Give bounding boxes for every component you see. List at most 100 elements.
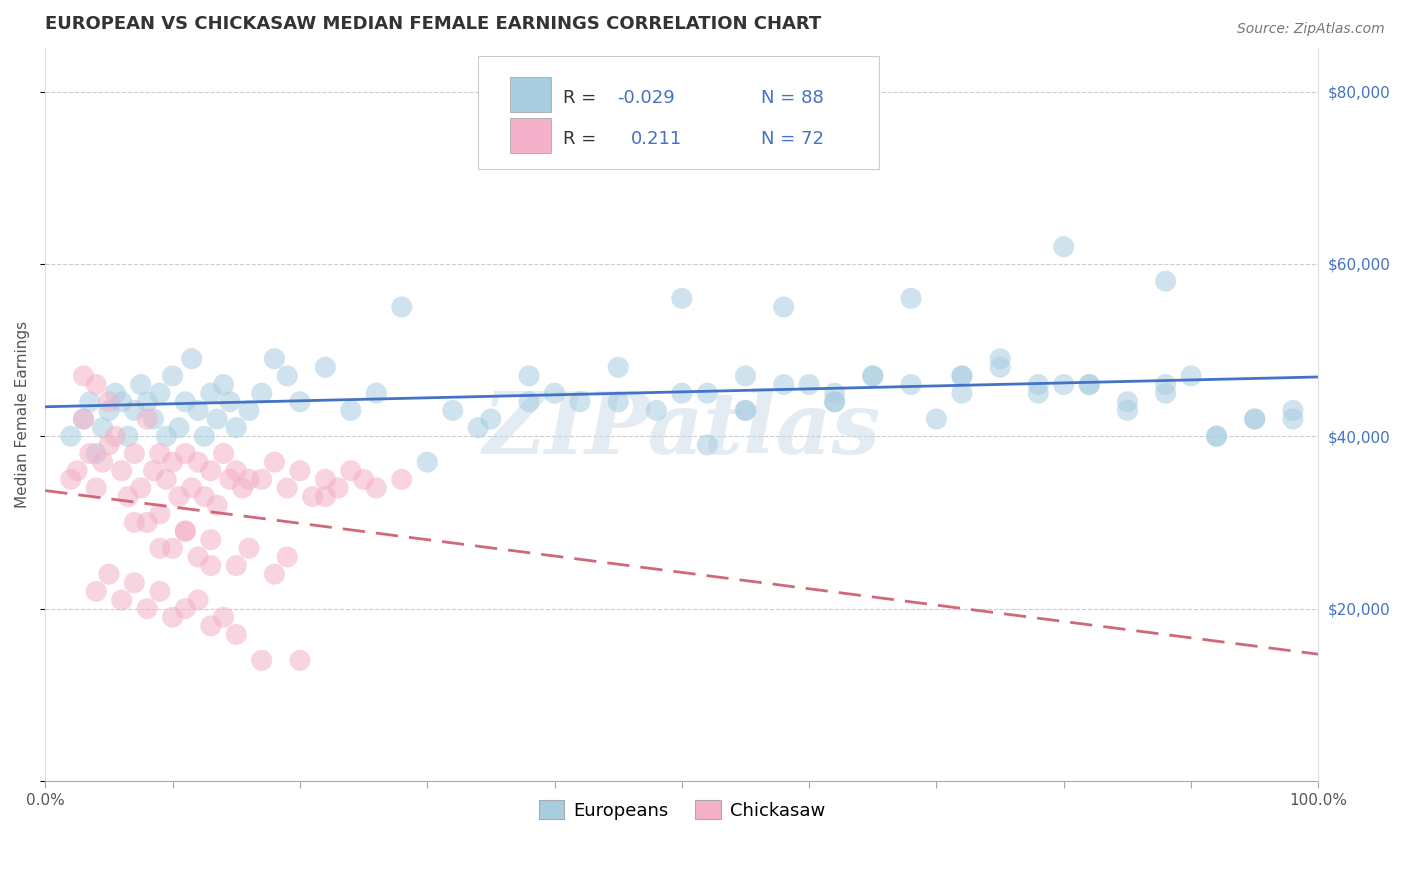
Point	[212, 377, 235, 392]
Point	[212, 446, 235, 460]
Point	[180, 481, 202, 495]
Point	[149, 584, 172, 599]
Point	[1282, 403, 1305, 417]
Point	[162, 541, 184, 556]
Point	[136, 516, 159, 530]
Point	[72, 412, 94, 426]
Point	[162, 610, 184, 624]
Point	[734, 403, 756, 417]
Point	[607, 394, 630, 409]
Point	[950, 368, 973, 383]
Point	[97, 403, 120, 417]
Point	[314, 490, 336, 504]
Point	[366, 481, 388, 495]
Point	[155, 429, 177, 443]
Point	[340, 464, 363, 478]
Point	[250, 386, 273, 401]
Point	[79, 394, 101, 409]
Text: -0.029: -0.029	[617, 88, 675, 106]
Point	[696, 438, 718, 452]
Point	[862, 368, 884, 383]
Point	[142, 412, 165, 426]
Point	[124, 516, 146, 530]
Point	[187, 403, 209, 417]
Point	[149, 507, 172, 521]
Point	[162, 368, 184, 383]
Point	[149, 541, 172, 556]
Point	[174, 394, 197, 409]
Point	[276, 549, 298, 564]
Text: Source: ZipAtlas.com: Source: ZipAtlas.com	[1237, 22, 1385, 37]
Point	[136, 601, 159, 615]
Point	[326, 481, 349, 495]
Point	[288, 464, 311, 478]
Point	[1282, 412, 1305, 426]
Point	[187, 455, 209, 469]
Text: N = 72: N = 72	[761, 129, 824, 147]
Point	[1243, 412, 1265, 426]
Point	[314, 360, 336, 375]
Point	[696, 386, 718, 401]
Point	[218, 394, 240, 409]
Point	[772, 377, 794, 392]
Point	[288, 653, 311, 667]
Point	[517, 394, 540, 409]
Point	[66, 464, 89, 478]
Text: 0.211: 0.211	[631, 129, 682, 147]
Text: N = 88: N = 88	[761, 88, 824, 106]
Point	[72, 368, 94, 383]
Point	[124, 446, 146, 460]
Legend: Europeans, Chickasaw: Europeans, Chickasaw	[531, 793, 832, 827]
Point	[467, 420, 489, 434]
Point	[84, 446, 107, 460]
Point	[276, 368, 298, 383]
Point	[104, 429, 127, 443]
Point	[645, 403, 668, 417]
Point	[543, 386, 565, 401]
Point	[824, 394, 846, 409]
Point	[263, 455, 285, 469]
Point	[1053, 240, 1076, 254]
Point	[1154, 274, 1177, 288]
Point	[84, 584, 107, 599]
Point	[1243, 412, 1265, 426]
Point	[340, 403, 363, 417]
Point	[900, 291, 922, 305]
Point	[200, 619, 222, 633]
Point	[97, 567, 120, 582]
Point	[1180, 368, 1202, 383]
Point	[200, 386, 222, 401]
Point	[200, 533, 222, 547]
Point	[104, 386, 127, 401]
Point	[59, 429, 82, 443]
Point	[225, 558, 247, 573]
Y-axis label: Median Female Earnings: Median Female Earnings	[15, 321, 30, 508]
Point	[772, 300, 794, 314]
Point	[366, 386, 388, 401]
Point	[162, 455, 184, 469]
Point	[607, 360, 630, 375]
Point	[671, 386, 693, 401]
Point	[117, 429, 139, 443]
Point	[416, 455, 439, 469]
Point	[238, 541, 260, 556]
Point	[149, 446, 172, 460]
Point	[155, 472, 177, 486]
Point	[734, 403, 756, 417]
Point	[391, 300, 413, 314]
Point	[1078, 377, 1101, 392]
Point	[174, 524, 197, 538]
Point	[950, 368, 973, 383]
Point	[988, 351, 1011, 366]
Text: R =: R =	[564, 129, 602, 147]
Point	[167, 490, 190, 504]
Point	[91, 455, 114, 469]
Point	[517, 368, 540, 383]
Point	[111, 394, 134, 409]
Point	[205, 498, 228, 512]
Point	[250, 472, 273, 486]
Point	[1154, 377, 1177, 392]
Point	[250, 653, 273, 667]
Point	[111, 593, 134, 607]
Point	[988, 360, 1011, 375]
